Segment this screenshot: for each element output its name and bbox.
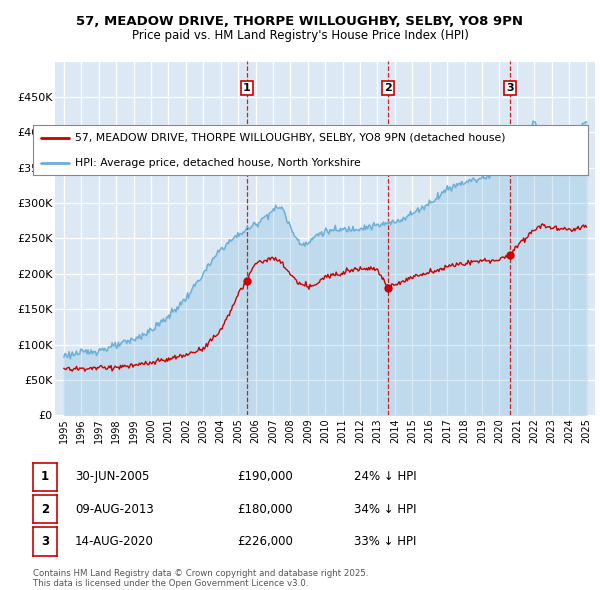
Text: £226,000: £226,000 <box>237 535 293 548</box>
Text: 57, MEADOW DRIVE, THORPE WILLOUGHBY, SELBY, YO8 9PN: 57, MEADOW DRIVE, THORPE WILLOUGHBY, SEL… <box>77 15 523 28</box>
Text: 09-AUG-2013: 09-AUG-2013 <box>75 503 154 516</box>
Text: 57, MEADOW DRIVE, THORPE WILLOUGHBY, SELBY, YO8 9PN (detached house): 57, MEADOW DRIVE, THORPE WILLOUGHBY, SEL… <box>74 133 505 143</box>
Text: 33% ↓ HPI: 33% ↓ HPI <box>354 535 416 548</box>
Text: 3: 3 <box>506 83 514 93</box>
Text: £190,000: £190,000 <box>237 470 293 483</box>
Text: 1: 1 <box>243 83 251 93</box>
Text: 30-JUN-2005: 30-JUN-2005 <box>75 470 149 483</box>
Text: £180,000: £180,000 <box>237 503 293 516</box>
Text: 3: 3 <box>41 535 49 548</box>
Text: Price paid vs. HM Land Registry's House Price Index (HPI): Price paid vs. HM Land Registry's House … <box>131 29 469 42</box>
Text: HPI: Average price, detached house, North Yorkshire: HPI: Average price, detached house, Nort… <box>74 158 361 168</box>
Text: 1: 1 <box>41 470 49 483</box>
Text: 34% ↓ HPI: 34% ↓ HPI <box>354 503 416 516</box>
Text: Contains HM Land Registry data © Crown copyright and database right 2025.
This d: Contains HM Land Registry data © Crown c… <box>33 569 368 588</box>
Text: 24% ↓ HPI: 24% ↓ HPI <box>354 470 416 483</box>
Text: 2: 2 <box>41 503 49 516</box>
Text: 14-AUG-2020: 14-AUG-2020 <box>75 535 154 548</box>
Text: 2: 2 <box>384 83 392 93</box>
